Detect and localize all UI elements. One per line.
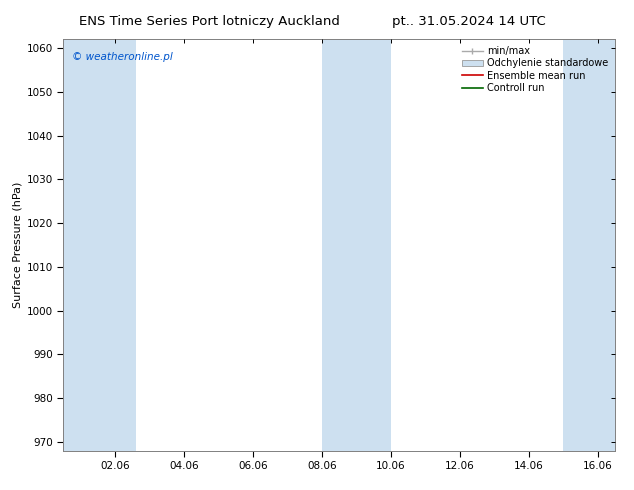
Legend: min/max, Odchylenie standardowe, Ensemble mean run, Controll run: min/max, Odchylenie standardowe, Ensembl… [460,44,610,95]
Text: pt.. 31.05.2024 14 UTC: pt.. 31.05.2024 14 UTC [392,15,546,28]
Y-axis label: Surface Pressure (hPa): Surface Pressure (hPa) [13,182,23,308]
Bar [563,39,615,451]
Bar [322,39,391,451]
Text: © weatheronline.pl: © weatheronline.pl [72,51,172,62]
Bar [63,39,136,451]
Text: ENS Time Series Port lotniczy Auckland: ENS Time Series Port lotniczy Auckland [79,15,340,28]
